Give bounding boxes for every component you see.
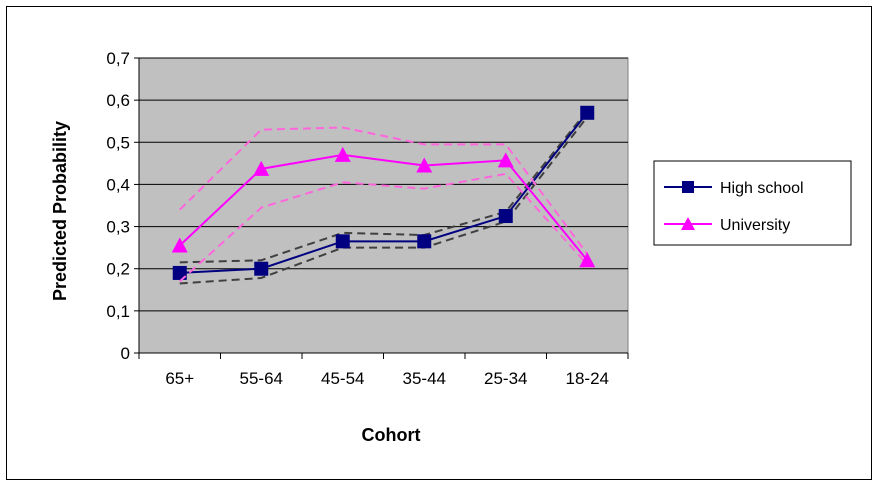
y-tick-label: 0,6 (106, 91, 130, 110)
data-point-university (171, 237, 188, 253)
y-tick-label: 0,1 (106, 302, 130, 321)
legend-marker-high-school (682, 181, 694, 193)
data-point-high-school (580, 105, 595, 120)
lower-bound-line-university (179, 172, 588, 283)
x-axis-title: Cohort (362, 425, 421, 445)
y-tick-label: 0,3 (106, 218, 130, 237)
legend-entry-high-school: High school (664, 180, 804, 197)
lower-bound-line-high-school (179, 116, 589, 285)
data-point-university (334, 146, 351, 162)
legend-entry-university: University (664, 217, 790, 234)
y-tick-label: 0,4 (106, 175, 130, 194)
legend-box (653, 160, 852, 246)
y-tick-label: 0,7 (106, 49, 130, 68)
legend-label-high-school: High school (720, 180, 804, 197)
legend-marker-university (681, 217, 695, 230)
data-point-university (579, 252, 596, 268)
x-tick-label: 45-54 (321, 369, 364, 388)
data-point-university (497, 152, 514, 168)
legend: High school University (653, 160, 852, 246)
data-point-high-school (254, 261, 269, 276)
y-tick-label: 0,5 (106, 133, 130, 152)
y-tick-label: 0 (121, 344, 130, 363)
data-point-high-school (335, 234, 350, 249)
data-point-high-school (172, 265, 187, 280)
upper-bound-line-high-school (179, 110, 589, 264)
data-point-university (253, 160, 270, 176)
series-line-high-school (179, 112, 589, 274)
data-point-high-school (417, 234, 432, 249)
x-tick-label: 55-64 (240, 369, 283, 388)
data-point-high-school (498, 209, 513, 224)
tick-labels: 0 0,1 0,2 0,3 0,4 0,5 0,6 0,7 65+ 55-64 45-54 35-44… (106, 49, 609, 388)
upper-bound-line-university (179, 126, 589, 255)
y-axis-title: Predicted Probability (50, 121, 70, 301)
x-tick-label: 25-34 (484, 369, 527, 388)
legend-label-university: University (720, 217, 790, 234)
plot-area (134, 57, 629, 359)
x-tick-label: 18-24 (566, 369, 609, 388)
x-tick-label: 65+ (165, 369, 194, 388)
series-line-university (179, 153, 589, 261)
y-tick-label: 0,2 (106, 260, 130, 279)
x-tick-label: 35-44 (403, 369, 446, 388)
data-point-university (416, 157, 433, 173)
plot-background (138, 57, 629, 354)
